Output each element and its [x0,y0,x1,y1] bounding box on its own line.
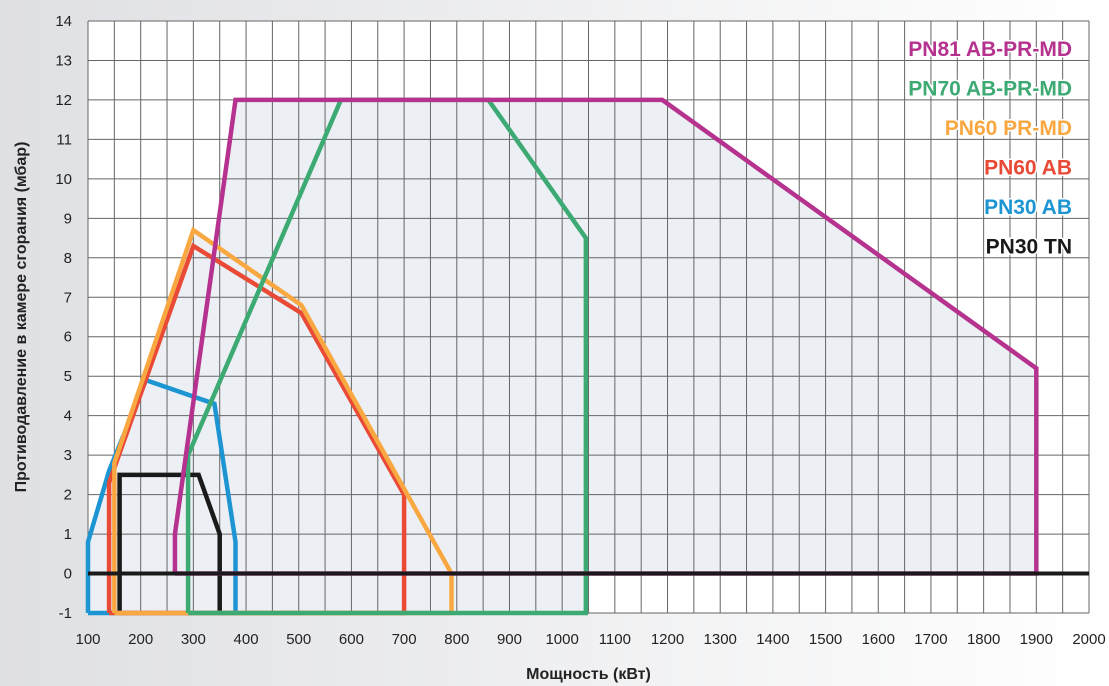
y-tick-label: 8 [64,250,72,267]
legend-entry: PN70 AB-PR-MD [908,78,1072,101]
x-tick-label: 800 [444,631,469,648]
legend-entry: PN60 PR-MD [945,117,1072,140]
y-tick-label: 11 [56,131,72,148]
x-tick-label: 1100 [599,631,631,648]
x-tick-label: 1000 [545,631,578,648]
x-tick-label: 1700 [914,631,947,648]
y-tick-label: 1 [64,526,72,543]
y-tick-label: 9 [64,210,72,227]
x-tick-label: 1200 [651,631,684,648]
x-tick-label: 1300 [704,631,737,648]
series-region-5 [119,474,220,613]
y-tick-label: 3 [64,447,72,464]
y-tick-label: 12 [55,92,72,109]
y-tick-label: 13 [55,52,72,69]
x-tick-label: 100 [75,631,100,648]
y-tick-label: -1 [59,605,72,622]
legend-entry: PN81 AB-PR-MD [908,38,1072,61]
x-tick-label: 400 [234,631,259,648]
x-tick-label: 1900 [1020,631,1053,648]
x-tick-label: 2000 [1072,631,1105,648]
y-axis-title: Противодавление в камере сгорания (мбар) [13,142,30,493]
x-axis-title: Мощность (кВт) [526,666,651,683]
x-tick-label: 1800 [967,631,1000,648]
y-tick-label: 2 [64,487,72,504]
x-tick-label: 300 [181,631,206,648]
legend-entry: PN30 TN [986,236,1072,259]
x-tick-label: 200 [128,631,153,648]
x-tick-label: 1600 [862,631,895,648]
y-tick-label: 10 [55,171,72,188]
x-tick-label: 500 [286,631,311,648]
y-tick-label: 5 [64,368,72,385]
series-line-pn30-ab [85,377,238,616]
legend-entry: PN30 AB [984,196,1072,219]
x-tick-label: 1500 [809,631,842,648]
series-line-pn30-tn [117,472,222,613]
y-tick-label: 0 [64,566,72,583]
legend-entry: PN60 AB [984,157,1072,180]
x-tick-label: 600 [339,631,364,648]
y-tick-label: 7 [64,289,72,306]
x-tick-label: 900 [497,631,522,648]
x-tick-label: 700 [392,631,417,648]
y-tick-label: 6 [64,329,72,346]
y-tick-label: 4 [64,408,72,425]
y-tick-label: 14 [55,13,72,30]
x-tick-label: 1400 [756,631,789,648]
